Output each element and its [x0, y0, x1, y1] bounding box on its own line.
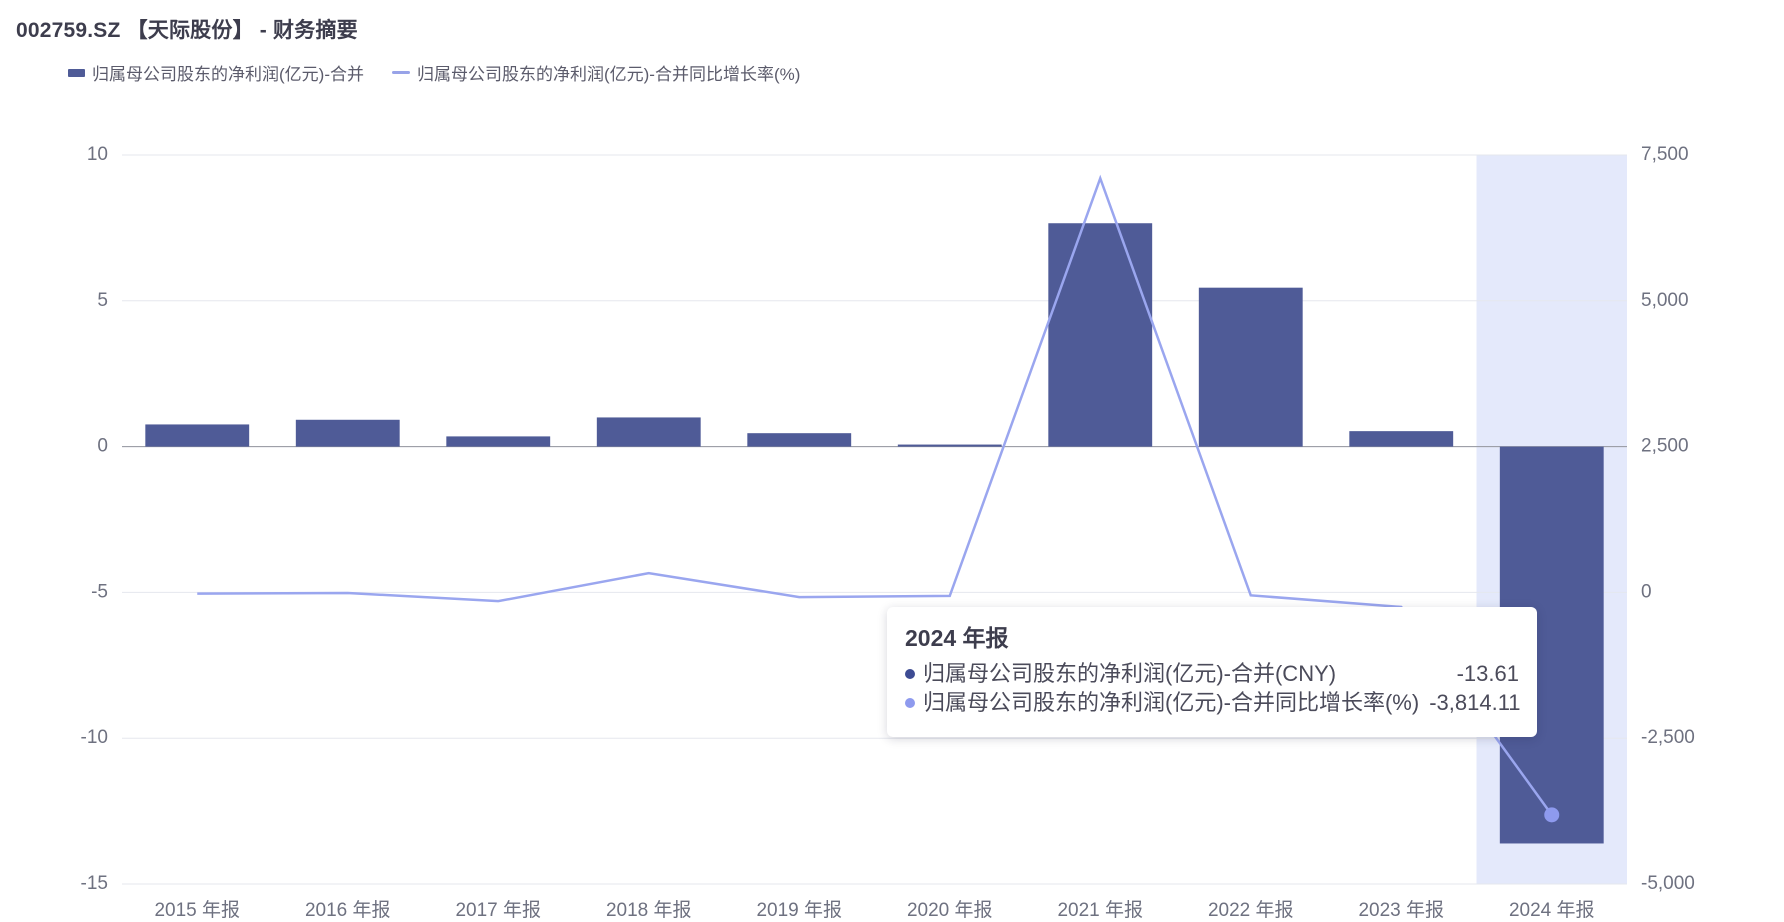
svg-text:2019 年报: 2019 年报	[756, 899, 842, 921]
svg-text:7,500: 7,500	[1641, 144, 1689, 165]
svg-text:-10: -10	[81, 727, 108, 748]
svg-text:-5: -5	[91, 581, 108, 602]
svg-text:10: 10	[87, 144, 108, 165]
svg-text:5,000: 5,000	[1641, 290, 1689, 311]
svg-text:2016 年报: 2016 年报	[305, 899, 391, 921]
svg-text:5: 5	[97, 290, 108, 311]
svg-text:2024 年报: 2024 年报	[1509, 899, 1595, 921]
svg-text:-5,000: -5,000	[1641, 873, 1695, 894]
svg-text:0: 0	[97, 436, 108, 457]
svg-text:2020 年报: 2020 年报	[907, 899, 993, 921]
svg-text:2023 年报: 2023 年报	[1358, 899, 1444, 921]
svg-text:2022 年报: 2022 年报	[1208, 899, 1294, 921]
svg-text:2018 年报: 2018 年报	[606, 899, 692, 921]
svg-text:-15: -15	[81, 873, 108, 894]
svg-text:2,500: 2,500	[1641, 436, 1689, 457]
svg-text:-2,500: -2,500	[1641, 727, 1695, 748]
svg-text:0: 0	[1641, 581, 1652, 602]
svg-text:2017 年报: 2017 年报	[455, 899, 541, 921]
svg-text:2021 年报: 2021 年报	[1057, 899, 1143, 921]
svg-text:2015 年报: 2015 年报	[154, 899, 240, 921]
